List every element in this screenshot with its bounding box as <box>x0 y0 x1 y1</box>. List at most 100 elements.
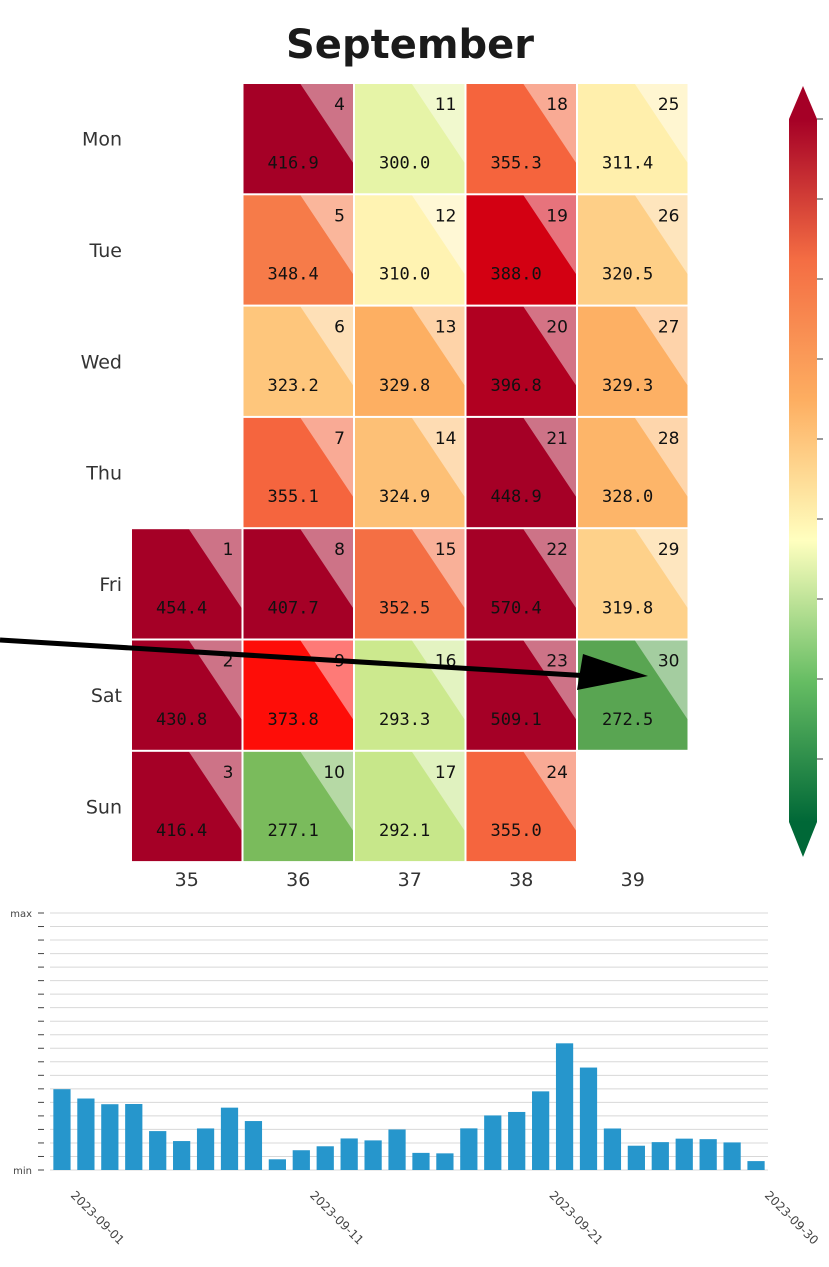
heatmap-cell-day: 25 <box>658 95 680 115</box>
heatmap-cell: 12 310.0 <box>355 195 465 305</box>
heatmap-cell-day: 27 <box>658 318 680 338</box>
bar <box>173 1141 191 1170</box>
heatmap-cell-value: 448.9 <box>491 487 542 507</box>
heatmap-cell-day: 23 <box>546 652 568 672</box>
heatmap-cell: 5 348.4 <box>243 195 353 305</box>
heatmap-cell-value: 293.3 <box>379 710 430 730</box>
heatmap-cell-fill <box>578 195 688 305</box>
heatmap-cell-day: 29 <box>658 540 680 560</box>
bar-date-label: 2023-09-30 <box>762 1188 821 1247</box>
heatmap-cell-day: 28 <box>658 429 680 449</box>
row-label: Fri <box>99 574 122 596</box>
heatmap-cell-day: 5 <box>334 206 345 226</box>
heatmap-cell-value: 430.8 <box>156 710 207 730</box>
heatmap-cell: 20 396.8 <box>466 306 576 416</box>
heatmap-cell-corner <box>634 640 688 720</box>
heatmap-cell-corner <box>634 306 688 386</box>
heatmap-cell-day: 10 <box>323 763 345 783</box>
heatmap-cell-value: 323.2 <box>268 376 319 396</box>
heatmap-cell-value: 311.4 <box>602 153 653 173</box>
heatmap-cell-value: 319.8 <box>602 599 653 619</box>
column-label: 36 <box>286 869 310 891</box>
heatmap-cell-day: 3 <box>223 763 234 783</box>
heatmap-cell-value: 355.1 <box>268 487 319 507</box>
heatmap-cell-value: 355.3 <box>491 153 542 173</box>
heatmap-cell: 8 407.7 <box>243 529 353 639</box>
heatmap-cell-corner <box>300 84 353 163</box>
heatmap-cell: 22 570.4 <box>466 529 576 639</box>
bar <box>508 1111 526 1170</box>
row-label: Thu <box>85 463 122 485</box>
heatmap-cell-corner <box>634 417 688 497</box>
heatmap-cell-fill <box>466 306 576 416</box>
row-label: Sat <box>91 685 122 707</box>
heatmap-cell-fill <box>578 529 688 639</box>
bar <box>340 1138 358 1170</box>
bar-date-label: 2023-09-01 <box>68 1188 127 1247</box>
heatmap-cell-fill <box>355 417 465 528</box>
heatmap-cell-value: 352.5 <box>379 599 430 619</box>
heatmap-cell-value: 272.5 <box>602 710 653 730</box>
colorbar-body <box>789 119 817 822</box>
heatmap-cell-value: 355.0 <box>491 821 542 841</box>
row-label: Tue <box>89 240 122 262</box>
bar-y-label-max: max <box>10 909 32 920</box>
heatmap-cell-value: 320.5 <box>602 265 653 285</box>
heatmap-cell-value: 454.4 <box>156 599 207 619</box>
heatmap-cell-corner <box>188 751 242 831</box>
heatmap-cell-corner <box>634 529 688 608</box>
heatmap-cell: 19 388.0 <box>466 195 576 305</box>
heatmap-cell-day: 7 <box>334 429 345 449</box>
heatmap-cell-corner <box>411 417 465 497</box>
heatmap-cell-value: 329.8 <box>379 376 430 396</box>
bar <box>675 1138 693 1170</box>
column-label: 37 <box>398 869 422 891</box>
heatmap-cell: 14 324.9 <box>355 417 465 528</box>
heatmap-cell-corner <box>523 417 576 497</box>
heatmap-cell-corner <box>523 84 576 163</box>
heatmap-cell-corner <box>523 751 576 831</box>
heatmap-cell-fill <box>132 640 242 750</box>
heatmap-cell: 29 319.8 <box>578 529 688 639</box>
heatmap-cell: 25 311.4 <box>578 84 688 194</box>
heatmap-cell-value: 570.4 <box>491 599 542 619</box>
heatmap-cell-corner <box>634 195 688 274</box>
heatmap-cell-fill <box>243 84 353 194</box>
heatmap-cell: 2 430.8 <box>132 640 242 750</box>
heatmap-cell-day: 8 <box>334 540 345 560</box>
bar <box>651 1142 669 1170</box>
heatmap-cell: 18 355.3 <box>466 84 576 194</box>
bar <box>196 1128 215 1170</box>
heatmap-cell-fill <box>578 417 688 528</box>
heatmap-cell-day: 26 <box>658 206 680 226</box>
heatmap-cell-fill <box>355 529 465 639</box>
heatmap-cell-day: 15 <box>435 540 457 560</box>
heatmap-cell-value: 509.1 <box>491 710 542 730</box>
heatmap-cell-corner <box>634 84 688 163</box>
heatmap-cell-fill <box>578 306 688 416</box>
heatmap-cell: 21 448.9 <box>466 417 576 528</box>
bar <box>388 1129 406 1170</box>
heatmap-cell: 6 323.2 <box>243 306 353 416</box>
heatmap-cell-corner <box>523 306 576 386</box>
heatmap: 1 454.4 2 430.8 3 416.4 4 416.9 5 348.4 6 323.2 7 355… <box>132 84 688 862</box>
bar <box>484 1115 502 1170</box>
heatmap-cell-day: 13 <box>435 318 457 338</box>
bar <box>412 1152 430 1170</box>
heatmap-cell-value: 324.9 <box>379 487 430 507</box>
heatmap-cell: 17 292.1 <box>355 751 465 862</box>
heatmap-cell: 24 355.0 <box>466 751 576 862</box>
row-label: Wed <box>81 351 122 373</box>
heatmap-cell-corner <box>523 640 576 720</box>
heatmap-cell: 13 329.8 <box>355 306 465 416</box>
heatmap-cell-corner <box>411 529 465 608</box>
bar <box>747 1161 765 1170</box>
heatmap-cell-fill <box>466 195 576 305</box>
bar-chart: min max 2023-09-01 2023-09-11 2023-09-21 2023… <box>10 909 821 1247</box>
heatmap-cell-corner <box>411 751 465 831</box>
heatmap-cell: 23 509.1 <box>466 640 576 750</box>
heatmap-cell-day: 1 <box>223 540 234 560</box>
heatmap-cell-value: 396.8 <box>491 376 542 396</box>
